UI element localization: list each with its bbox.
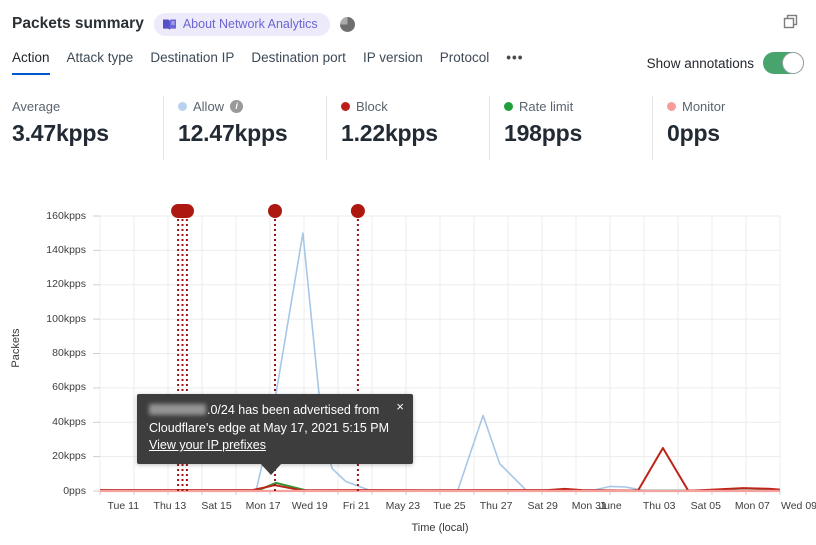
tab-attack-type[interactable]: Attack type (66, 50, 134, 65)
info-icon[interactable]: i (230, 100, 244, 113)
tab-destination-ip[interactable]: Destination IP (150, 50, 235, 65)
monitor-legend-dot (667, 102, 676, 111)
series-line-block (100, 447, 780, 492)
tab-protocol[interactable]: Protocol (439, 50, 490, 65)
stat-value: 198pps (504, 120, 583, 146)
y-tick-label: 160kpps (46, 209, 86, 222)
open-in-window-icon[interactable] (783, 14, 798, 29)
y-tick-label: 140kpps (46, 243, 86, 256)
show-annotations-control: Show annotations (647, 50, 804, 74)
dimension-tabs: Action Attack type Destination IP Destin… (12, 50, 804, 80)
x-tick-label: Thu 03 (642, 500, 676, 512)
stat-monitor: Monitor 0pps (652, 96, 815, 160)
tab-destination-port[interactable]: Destination port (251, 50, 346, 65)
pie-status-icon (339, 16, 355, 32)
stat-value: 12.47kpps (178, 120, 288, 146)
stats-row: Average 3.47kpps Allow i 12.47kpps Block… (0, 96, 816, 160)
x-tick-label: May 23 (385, 500, 421, 512)
redacted-ip-prefix (149, 404, 206, 415)
annotation-marker[interactable] (350, 204, 365, 218)
x-tick-label: Thu 27 (479, 500, 513, 512)
y-tick-label: 120kpps (46, 278, 86, 291)
rate-limit-legend-dot (504, 102, 513, 111)
y-tick-label: 0pps (63, 484, 86, 497)
stat-value: 3.47kpps (12, 120, 109, 146)
tooltip-pointer (260, 462, 282, 475)
x-tick-label: Sat 15 (201, 500, 232, 512)
tooltip-line-1: .0/24 has been advertised from (149, 402, 401, 420)
y-tick-label: 100kpps (46, 312, 86, 325)
x-tick-label: June (598, 500, 622, 512)
x-tick-label: Wed 19 (291, 500, 328, 512)
packets-time-series-chart[interactable]: 0pps 20kpps 40kpps 60kpps 80kpps 100kpps 120kp… (0, 192, 816, 545)
x-tick-label: Tue 11 (107, 500, 140, 512)
x-tick-label: Fri 21 (342, 500, 370, 512)
page-title: Packets summary (12, 15, 144, 32)
stat-label: Allow (193, 99, 225, 114)
stat-label: Monitor (682, 99, 726, 114)
show-annotations-label: Show annotations (646, 55, 754, 71)
x-tick-label: Wed 09 (781, 500, 816, 512)
stat-rate-limit: Rate limit 198pps (489, 96, 652, 160)
x-tick-label: Sat 29 (527, 500, 558, 512)
tooltip-close-icon[interactable]: × (396, 399, 404, 414)
y-tick-label: 80kpps (52, 347, 86, 359)
x-tick-label: Tue 25 (433, 500, 466, 512)
x-tick-label: Sat 05 (690, 500, 721, 512)
stat-block: Block 1.22kpps (326, 96, 489, 160)
toggle-knob (782, 52, 804, 74)
stat-average: Average 3.47kpps (0, 96, 163, 160)
stat-label: Average (12, 99, 61, 114)
block-legend-dot (341, 102, 350, 111)
y-tick-label: 20kpps (52, 450, 86, 463)
x-tick-label: Thu 13 (153, 500, 187, 512)
stat-allow: Allow i 12.47kpps (163, 96, 326, 160)
tab-ip-version[interactable]: IP version (362, 50, 423, 65)
stat-value: 0pps (667, 120, 720, 146)
y-tick-label: 60kpps (52, 381, 86, 394)
chart-canvas[interactable] (0, 192, 816, 545)
x-tick-label: Mon 07 (734, 500, 770, 512)
panel-header: Packets summary About Network Analytics (12, 10, 776, 38)
view-ip-prefixes-link[interactable]: View your IP prefixes (149, 438, 266, 452)
badge-label: About Network Analytics (182, 17, 318, 31)
about-network-analytics-badge[interactable]: About Network Analytics (153, 12, 330, 36)
annotation-marker[interactable] (171, 204, 194, 218)
y-tick-label: 40kpps (52, 415, 86, 428)
annotation-tooltip: × .0/24 has been advertised from Cloudfl… (137, 394, 413, 475)
show-annotations-toggle[interactable] (763, 52, 804, 74)
stat-label: Rate limit (519, 99, 574, 114)
annotation-marker[interactable] (268, 204, 282, 218)
tabs-more-button[interactable]: ••• (506, 50, 524, 65)
allow-legend-dot (178, 102, 187, 111)
book-icon (162, 19, 176, 30)
x-axis-title: Time (local) (411, 522, 469, 534)
y-axis-title: Packets (10, 328, 22, 368)
x-tick-label: Mon 31 (571, 500, 607, 512)
tab-action[interactable]: Action (12, 50, 50, 75)
stat-label: Block (356, 99, 388, 114)
x-tick-label: Mon 17 (245, 500, 281, 512)
tooltip-line-2: Cloudflare's edge at May 17, 2021 5:15 P… (149, 420, 390, 435)
stat-value: 1.22kpps (341, 120, 438, 146)
